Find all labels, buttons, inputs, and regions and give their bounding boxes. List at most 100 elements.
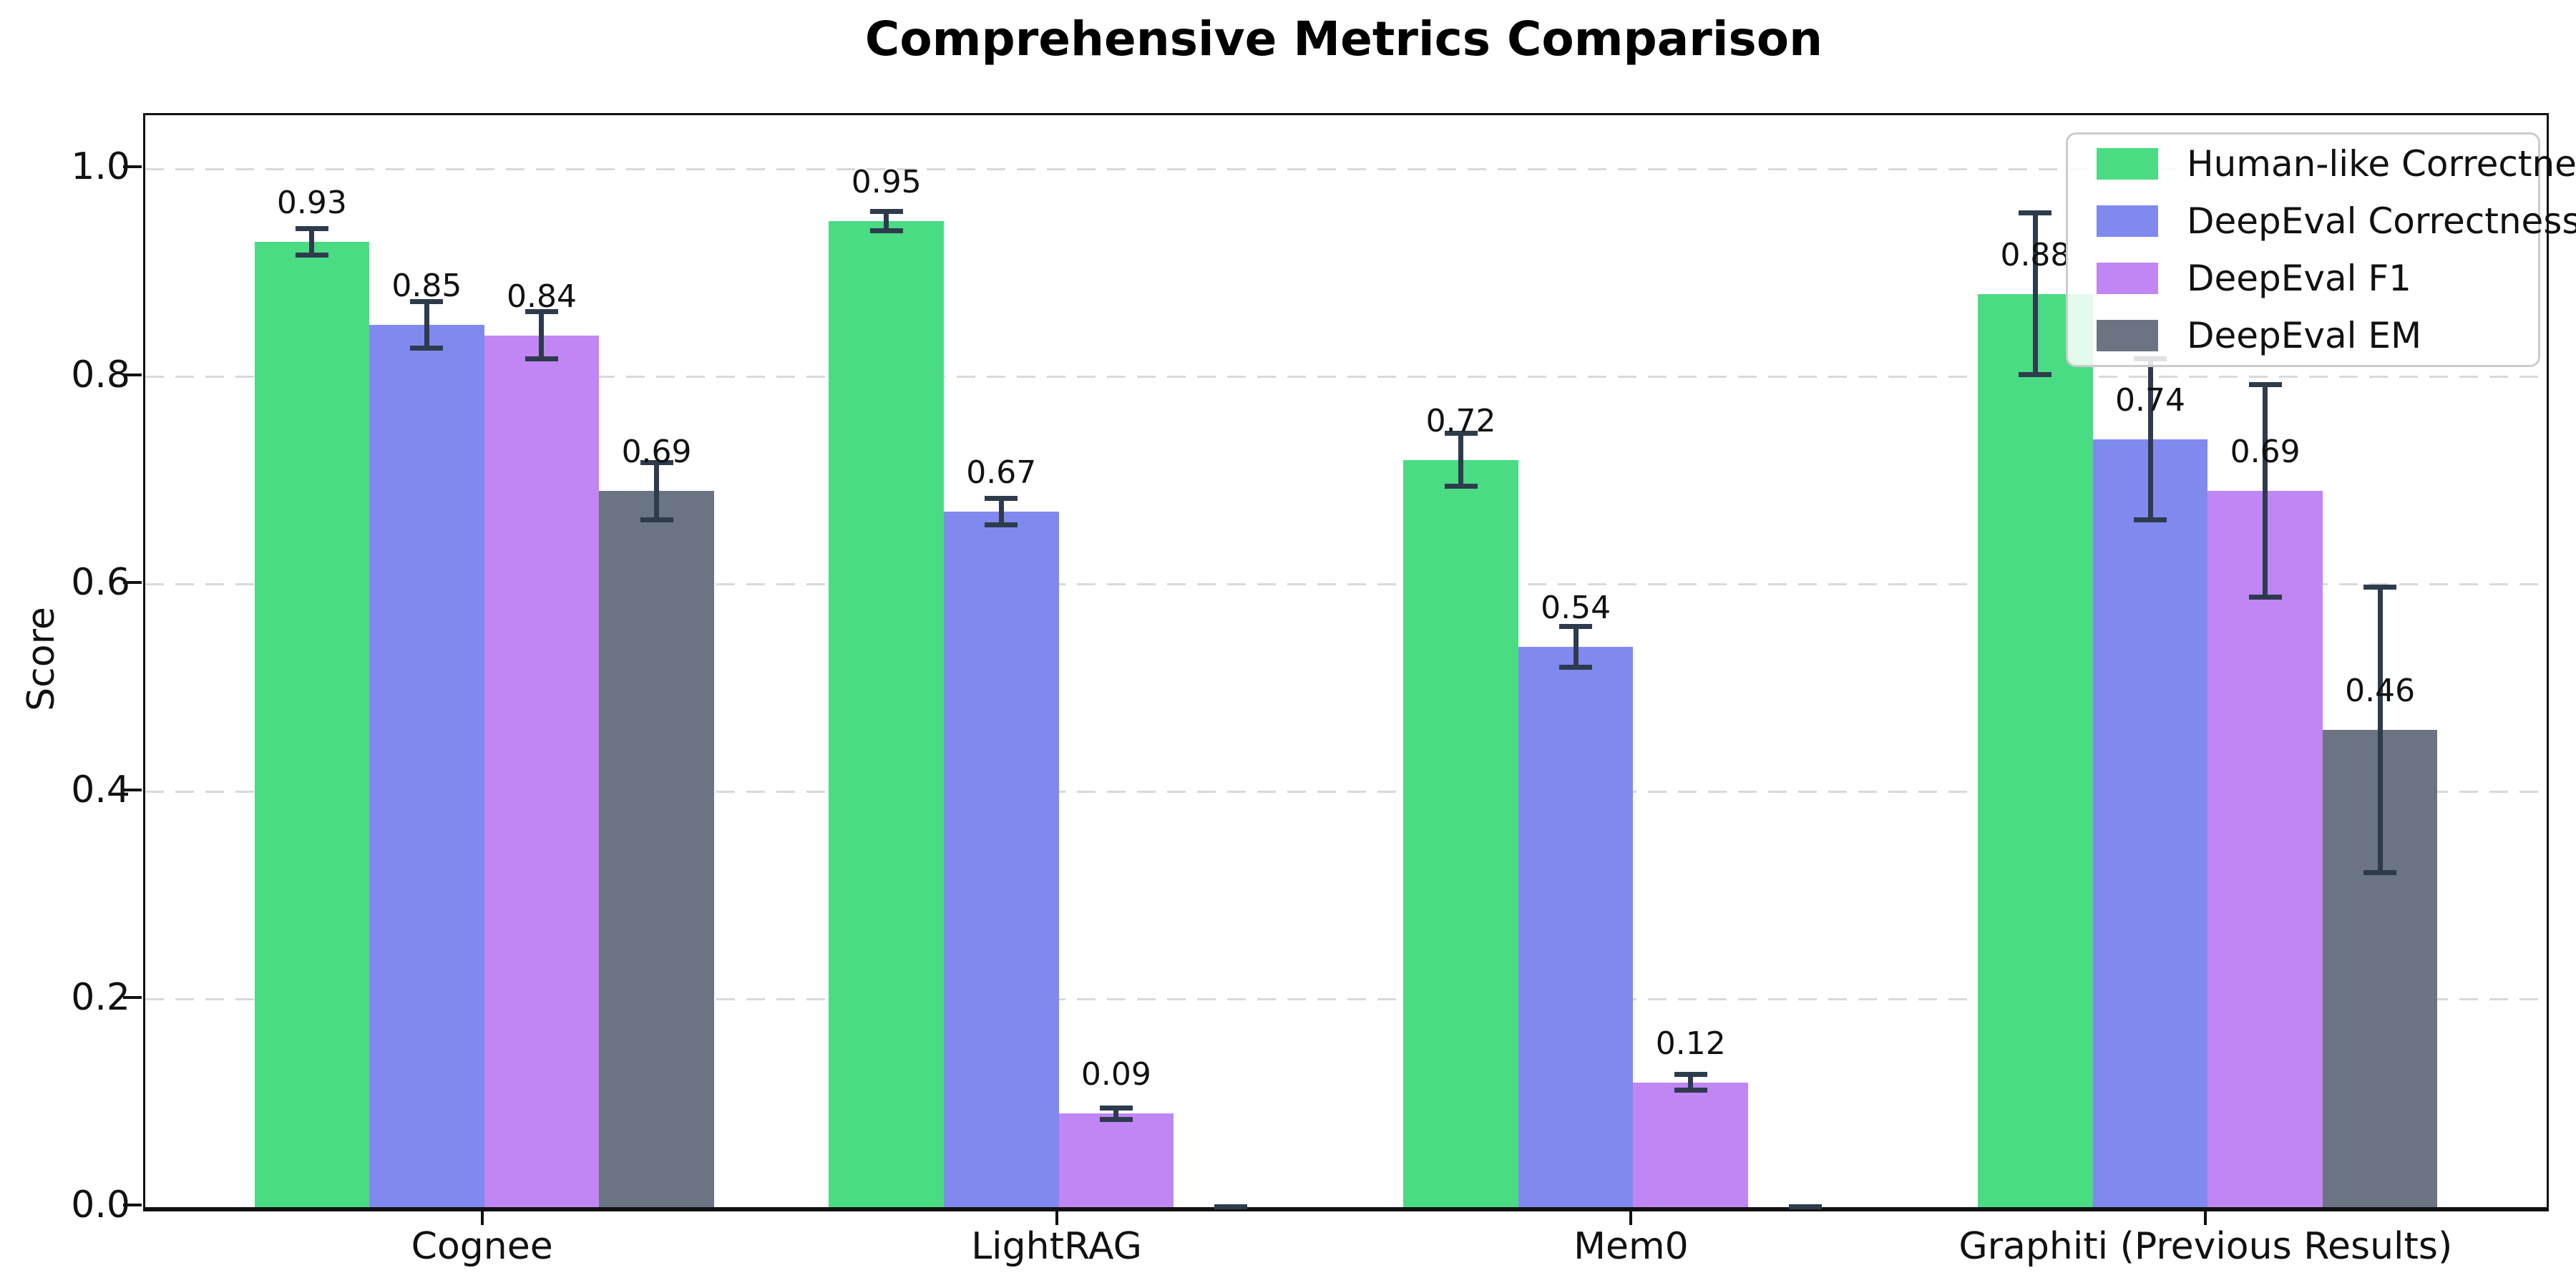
error-bar-deepeval-f1-mem0 xyxy=(1688,1072,1694,1093)
error-cap-top-deepeval-em-cognee xyxy=(640,459,673,465)
error-bar-deepeval-em-cognee xyxy=(654,459,660,522)
y-tick-label-0.2: 0.2 xyxy=(71,975,130,1019)
error-cap-top-deepeval-em-graphiti-previous-results xyxy=(2363,584,2397,590)
chart-title: Comprehensive Metrics Comparison xyxy=(864,11,1823,67)
error-cap-top-deepeval-em-lightrag xyxy=(1214,1204,1248,1209)
value-label-human-like-correctness-cognee: 0.93 xyxy=(276,184,347,221)
y-tick-label-0.8: 0.8 xyxy=(71,353,130,396)
y-tick-mark-0.6 xyxy=(123,580,142,584)
value-label-human-like-correctness-mem0: 0.72 xyxy=(1425,402,1496,439)
value-label-deepeval-correctness-lightrag: 0.67 xyxy=(966,454,1037,492)
error-cap-bottom-human-like-correctness-mem0 xyxy=(1444,484,1478,489)
bar-human-like-correctness-cognee xyxy=(254,241,370,1207)
error-cap-bottom-human-like-correctness-cognee xyxy=(295,252,328,258)
legend-label-deepeval-em: DeepEval EM xyxy=(2187,315,2422,356)
error-cap-bottom-deepeval-f1-graphiti-previous-results xyxy=(2248,595,2282,600)
value-label-human-like-correctness-graphiti-previous-results: 0.88 xyxy=(2000,236,2071,273)
y-tick-mark-1.0 xyxy=(123,165,142,169)
error-cap-top-human-like-correctness-graphiti-previous-results xyxy=(2019,210,2052,216)
error-bar-deepeval-em-graphiti-previous-results xyxy=(2377,584,2383,875)
x-tick-mark-graphiti-previous-results xyxy=(2204,1209,2207,1225)
x-tick-mark-mem0 xyxy=(1629,1209,1633,1225)
gridline-0.6 xyxy=(145,583,2547,586)
error-cap-bottom-deepeval-correctness-graphiti-previous-results xyxy=(2134,517,2167,522)
error-bar-deepeval-correctness-lightrag xyxy=(998,496,1004,527)
legend-item-human-like-correctness: Human-like Correctness xyxy=(2068,135,2576,192)
bar-human-like-correctness-graphiti-previous-results xyxy=(1978,293,2093,1207)
gridline-0.8 xyxy=(145,376,2547,379)
bar-human-like-correctness-lightrag xyxy=(829,220,944,1207)
y-tick-mark-0.8 xyxy=(123,373,142,376)
error-bar-human-like-correctness-mem0 xyxy=(1458,431,1464,489)
y-tick-mark-0.0 xyxy=(123,1204,142,1206)
value-label-deepeval-correctness-cognee: 0.85 xyxy=(391,268,462,305)
legend-swatch-deepeval-correctness-icon xyxy=(2097,205,2158,237)
error-cap-top-deepeval-correctness-mem0 xyxy=(1559,623,1593,629)
legend-item-deepeval-em: DeepEval EM xyxy=(2068,307,2538,364)
error-cap-bottom-deepeval-correctness-cognee xyxy=(410,346,444,351)
error-bar-deepeval-correctness-graphiti-previous-results xyxy=(2147,356,2153,522)
legend-swatch-deepeval-em-icon xyxy=(2097,320,2158,351)
error-cap-top-deepeval-correctness-lightrag xyxy=(985,496,1018,502)
value-label-deepeval-em-cognee: 0.69 xyxy=(621,434,692,471)
error-cap-top-human-like-correctness-mem0 xyxy=(1444,430,1478,436)
legend-label-deepeval-f1: DeepEval F1 xyxy=(2187,258,2411,299)
bar-deepeval-correctness-lightrag xyxy=(943,512,1059,1207)
error-bar-deepeval-f1-lightrag xyxy=(1113,1105,1119,1123)
error-cap-top-deepeval-em-mem0 xyxy=(1789,1204,1823,1209)
value-label-deepeval-em-graphiti-previous-results: 0.46 xyxy=(2345,672,2416,709)
value-label-deepeval-f1-cognee: 0.84 xyxy=(506,278,577,315)
bar-deepeval-f1-lightrag xyxy=(1058,1113,1174,1207)
legend-item-deepeval-f1: DeepEval F1 xyxy=(2068,250,2538,307)
error-bar-human-like-correctness-lightrag xyxy=(884,208,889,234)
error-bar-deepeval-correctness-mem0 xyxy=(1573,623,1579,670)
x-tick-label-mem0: Mem0 xyxy=(1574,1225,1689,1268)
y-tick-mark-0.2 xyxy=(123,995,142,999)
error-cap-bottom-deepeval-f1-cognee xyxy=(525,356,558,361)
bar-deepeval-correctness-graphiti-previous-results xyxy=(2092,439,2208,1207)
gridline-0.4 xyxy=(145,791,2547,794)
x-tick-label-lightrag: LightRAG xyxy=(971,1225,1142,1268)
error-cap-top-human-like-correctness-cognee xyxy=(295,226,328,232)
bar-deepeval-correctness-cognee xyxy=(369,325,484,1207)
gridline-1.0 xyxy=(145,167,2547,170)
value-label-deepeval-correctness-graphiti-previous-results: 0.74 xyxy=(2115,381,2185,419)
error-bar-human-like-correctness-cognee xyxy=(309,226,315,258)
y-tick-label-1.0: 1.0 xyxy=(71,145,130,189)
gridline-0.2 xyxy=(145,998,2547,1001)
value-label-deepeval-f1-graphiti-previous-results: 0.69 xyxy=(2230,434,2301,471)
y-tick-label-0.4: 0.4 xyxy=(71,768,130,811)
bar-deepeval-f1-cognee xyxy=(484,335,600,1207)
error-bar-deepeval-f1-graphiti-previous-results xyxy=(2263,381,2268,600)
error-cap-bottom-human-like-correctness-graphiti-previous-results xyxy=(2019,371,2052,377)
legend: Human-like Correctness DeepEval Correctne… xyxy=(2066,132,2576,367)
error-cap-bottom-deepeval-em-cognee xyxy=(640,517,673,522)
value-label-deepeval-f1-mem0: 0.12 xyxy=(1655,1025,1726,1062)
y-tick-label-0.6: 0.6 xyxy=(71,560,130,604)
x-tick-mark-lightrag xyxy=(1055,1209,1058,1225)
legend-label-deepeval-correctness: DeepEval Correctness xyxy=(2187,200,2576,242)
y-tick-mark-0.4 xyxy=(123,788,142,791)
x-tick-mark-cognee xyxy=(480,1209,484,1225)
error-cap-bottom-deepeval-f1-mem0 xyxy=(1674,1088,1707,1093)
legend-label-human-like-correctness: Human-like Correctness xyxy=(2187,143,2576,185)
bar-deepeval-f1-mem0 xyxy=(1633,1082,1748,1207)
error-cap-top-deepeval-correctness-cognee xyxy=(410,298,444,304)
bar-deepeval-f1-graphiti-previous-results xyxy=(2207,491,2323,1207)
error-cap-bottom-deepeval-correctness-mem0 xyxy=(1559,664,1593,670)
legend-item-deepeval-correctness: DeepEval Correctness xyxy=(2068,192,2576,250)
x-tick-label-graphiti-previous-results: Graphiti (Previous Results) xyxy=(1958,1225,2453,1268)
bar-deepeval-correctness-mem0 xyxy=(1518,646,1634,1207)
error-cap-bottom-human-like-correctness-lightrag xyxy=(869,228,903,234)
x-tick-label-cognee: Cognee xyxy=(411,1225,553,1268)
value-label-deepeval-correctness-mem0: 0.54 xyxy=(1541,589,1611,626)
value-label-deepeval-f1-lightrag: 0.09 xyxy=(1080,1056,1151,1093)
value-label-human-like-correctness-lightrag: 0.95 xyxy=(851,163,922,200)
error-bar-deepeval-f1-cognee xyxy=(539,309,545,361)
legend-swatch-deepeval-f1-icon xyxy=(2097,263,2158,294)
error-bar-human-like-correctness-graphiti-previous-results xyxy=(2032,210,2038,377)
error-cap-top-deepeval-f1-lightrag xyxy=(1099,1105,1133,1111)
error-cap-top-deepeval-f1-graphiti-previous-results xyxy=(2248,381,2282,387)
bar-human-like-correctness-mem0 xyxy=(1403,459,1518,1207)
